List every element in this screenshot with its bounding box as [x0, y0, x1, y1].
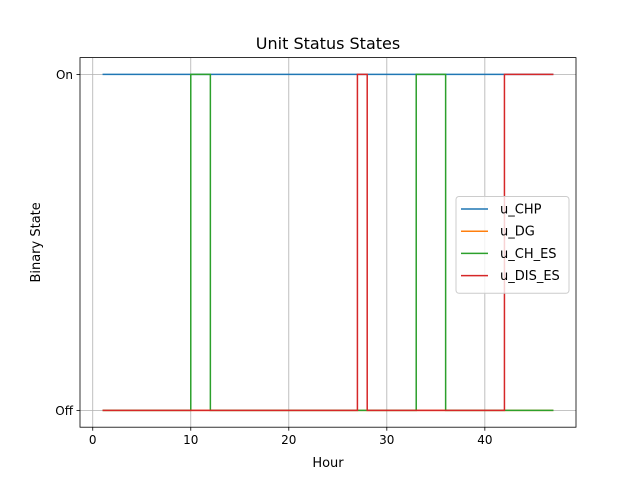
y-tick-label: On	[56, 68, 73, 82]
y-tick-label: Off	[55, 404, 73, 418]
chart-title: Unit Status States	[256, 34, 400, 53]
legend-box	[455, 196, 570, 294]
series-line-u-dis-es	[102, 73, 554, 412]
x-tick-label: 10	[183, 433, 198, 447]
y-axis-label: Binary State	[29, 202, 44, 282]
legend: u_CHP u_DG u_CH_ES u_DIS_ES	[455, 196, 570, 294]
legend-label: u_DG	[500, 225, 535, 240]
legend-label: u_DIS_ES	[500, 269, 560, 284]
ticks-layer: 0 10 20 30 40 Off On	[55, 68, 492, 447]
x-tick-label: 40	[477, 433, 492, 447]
x-axis-label: Hour	[312, 456, 344, 471]
x-tick-label: 0	[89, 433, 97, 447]
x-tick-label: 30	[379, 433, 394, 447]
x-tick-label: 20	[281, 433, 296, 447]
legend-label: u_CHP	[500, 203, 542, 218]
series-layer	[102, 73, 554, 412]
plot-frame	[79, 57, 577, 428]
legend-label: u_CH_ES	[500, 247, 557, 262]
